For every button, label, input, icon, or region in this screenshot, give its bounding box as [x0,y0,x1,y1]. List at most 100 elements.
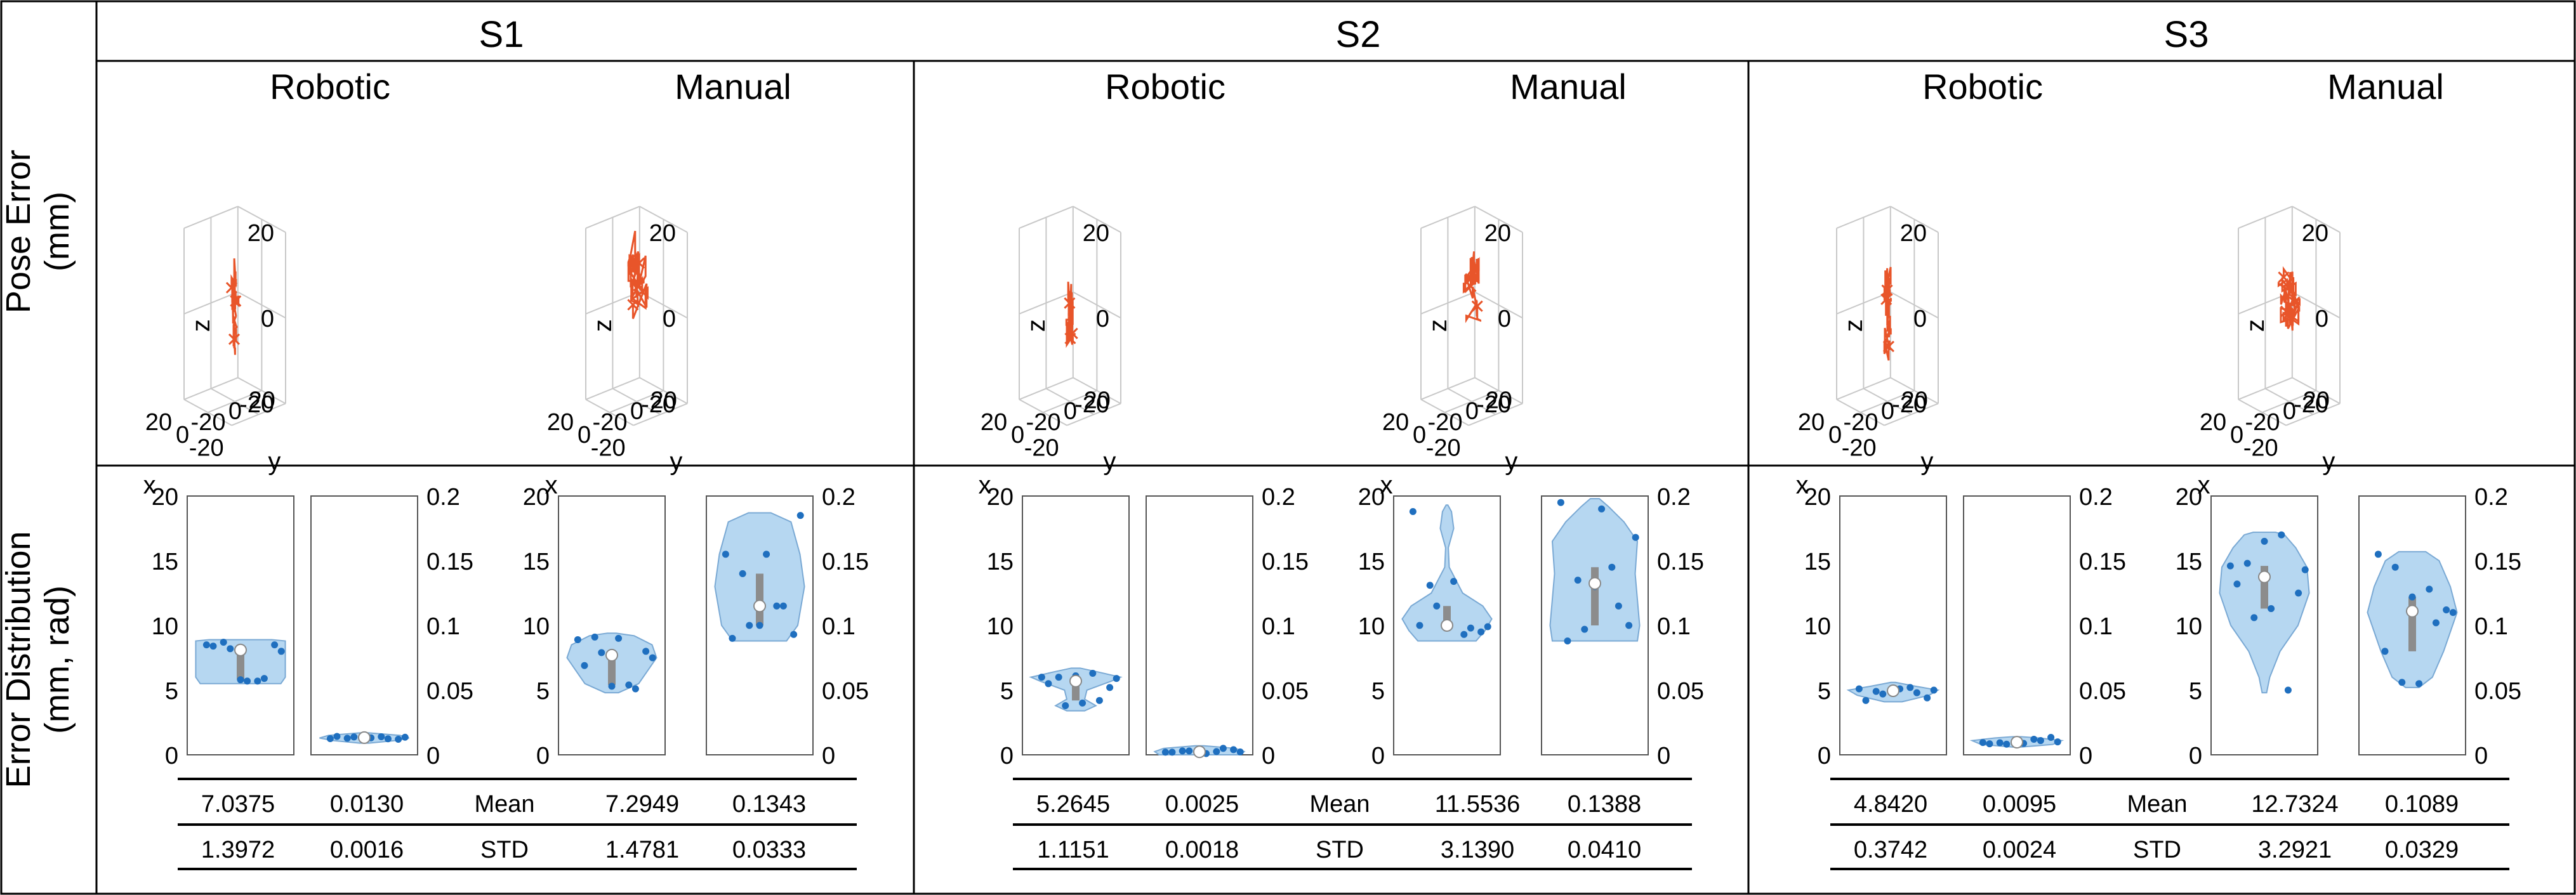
robotic-rot-axes-box [1146,495,1253,755]
robotic-rot-tick: 0.1 [2079,613,2113,640]
manual-rot-tick: 0 [2474,743,2488,769]
robotic-pos-tick: 0 [165,743,178,769]
robotic-pos-tick: 20 [987,484,1014,511]
manual-rot-point [2432,619,2440,627]
robotic-pos-median [1887,684,1899,698]
dist-row-label-line1: Error Distribution [0,531,37,788]
x-axis-label: x [545,471,558,499]
robotic-pos-point [1862,696,1870,704]
grid-line [1890,291,1939,319]
robotic-pos-tick: 5 [165,678,178,705]
robotic-rot-median [2011,736,2023,749]
subject-title: S2 [1336,14,1381,55]
x-tick-label: -20 [591,435,626,462]
robotic-rot-axes-box [1963,495,2071,755]
x-tick-label: -20 [1842,435,1877,462]
stats-value: 5.2645 [1036,791,1110,818]
stats-row-label: STD [2133,837,2181,863]
manual-rot-point [2426,585,2433,593]
y-tick-label: -20 [191,409,226,436]
manual-pos-tick: 0 [536,743,550,769]
manual-pos-tick: 0 [2189,743,2202,769]
manual-rot-point [779,602,787,610]
z-tick-label: 20 [649,220,676,247]
manual-pos-point [1467,624,1474,632]
grid-line [1019,291,1074,315]
z-tick-label: 0 [663,306,676,332]
manual-3d-trajectory [2277,266,2301,331]
manual-pos-tick: 5 [2189,678,2202,705]
robotic-pos-point [1879,690,1887,698]
robotic-rot-tick: 0 [426,743,440,769]
stats-row-label: Mean [474,791,534,818]
robotic-pos-median [234,643,247,657]
manual-pos-point [1477,628,1485,636]
manual-rot-point [722,551,729,558]
robotic-rot-tick: 0.2 [426,484,460,511]
stats-value: 7.2949 [605,791,679,818]
manual-title: Manual [1510,67,1627,107]
z-axis-label: z [1022,319,1050,332]
grid-line [1073,291,1121,319]
manual-rot-point [756,622,763,629]
grid-line [1447,388,1496,415]
manual-3d-marker [2278,271,2290,284]
robotic-pos-point [1038,674,1045,681]
manual-rot-point [2398,679,2406,686]
robotic-rot-point [1979,739,1986,747]
stats-value: 0.0095 [1983,791,2056,818]
manual-pos-point [649,654,656,662]
manual-rot-tick: 0.05 [1657,678,1704,705]
manual-rot-tick: 0 [822,743,835,769]
robotic-rot-tick: 0 [1262,743,1275,769]
manual-3d-marker [1465,280,1477,292]
y-tick-label: 0 [1465,398,1479,425]
y-tick-label: -20 [2245,409,2280,436]
manual-pos-tick: 20 [2176,484,2202,511]
robotic-pos-point [1113,675,1120,683]
robotic-pos-tick: 15 [987,549,1014,575]
manual-pos-point [1409,507,1417,515]
manual-pos-point [2250,614,2258,622]
robotic-pos-point [1106,684,1114,691]
manual-3d-marker [627,299,639,311]
manual-rot-box [1591,567,1599,625]
manual-rot-point [1625,622,1633,629]
manual-pos-median [605,648,618,662]
x-tick-label: -20 [1024,435,1059,462]
manual-rot-median [2406,604,2419,618]
manual-rot-tick: 0.2 [2474,484,2508,511]
robotic-pos-point [237,676,244,684]
stats-value: 0.0018 [1165,837,1239,863]
manual-rot-tick: 0.2 [1657,484,1691,511]
robotic-rot-tick: 0.15 [426,549,473,575]
robotic-3d-marker [1881,284,1893,296]
manual-pos-point [631,685,639,693]
stats-row-label: Mean [2127,791,2187,818]
y-axis-label: y [670,448,682,476]
manual-rot-point [2374,551,2382,558]
robotic-rot-tick: 0.1 [1262,613,1295,640]
z-axis-label: z [187,319,215,332]
z-tick-label: 20 [1484,220,1511,247]
robotic-rot-tick: 0.1 [426,613,460,640]
manual-3d-marker [2280,305,2292,317]
stats-value: 0.0130 [330,791,404,818]
manual-3d-trajectory [627,230,649,319]
robotic-rot-median [1193,745,1206,759]
robotic-rot-point [343,735,351,742]
manual-rot-point [1608,563,1616,571]
grid-line [210,388,260,415]
robotic-pos-tick: 5 [1818,678,1831,705]
z-axis-label: z [1424,319,1452,332]
robotic-pos-tick: 0 [1818,743,1831,769]
manual-title: Manual [2327,67,2444,107]
y-tick-label: 0 [630,398,644,425]
stats-value: 7.0375 [201,791,275,818]
